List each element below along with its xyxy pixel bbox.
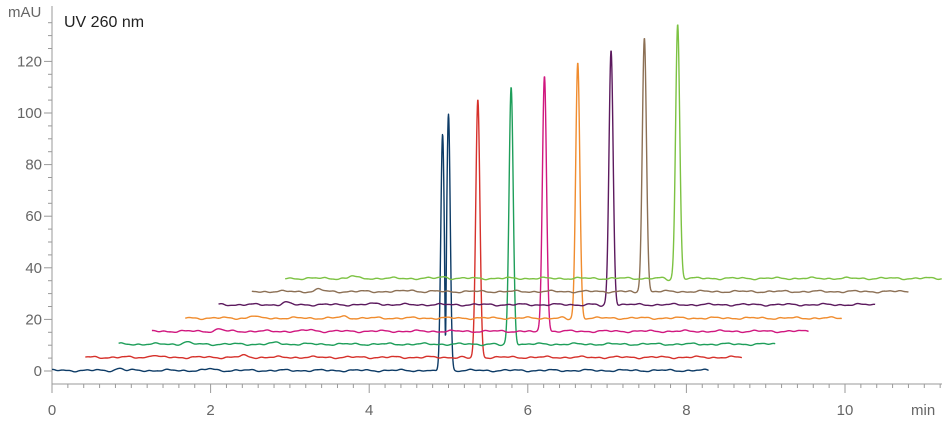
y-tick-label: 80 [25,157,42,174]
y-axis-unit: mAU [8,4,41,21]
y-tick-label: 0 [34,363,42,380]
trace-7 [251,37,909,294]
x-tick-label: 8 [682,402,690,419]
trace-5 [184,62,843,321]
x-axis: 0 2 4 6 8 10 [48,383,942,419]
x-tick-label: 6 [524,402,532,419]
y-tick-label: 60 [25,208,42,225]
y-axis: 0 20 40 60 80 100 120 [17,6,53,384]
trace-4 [151,76,809,334]
y-tick-label: 40 [25,260,42,277]
x-tick-label: 0 [48,402,56,419]
x-tick-label: 2 [206,402,214,419]
trace-3 [118,87,776,347]
y-tick-label: 100 [17,105,42,122]
chart-title: UV 260 nm [64,14,144,31]
x-tick-label: 10 [837,402,854,419]
trace-2 [84,99,743,360]
y-tick-label: 20 [25,311,42,328]
x-axis-unit: min [911,402,935,419]
trace-6 [218,50,876,307]
y-tick-label: 120 [17,53,42,70]
traces [51,24,943,373]
trace-1 [51,113,709,373]
trace-8 [284,24,943,282]
x-tick-label: 4 [365,402,373,419]
